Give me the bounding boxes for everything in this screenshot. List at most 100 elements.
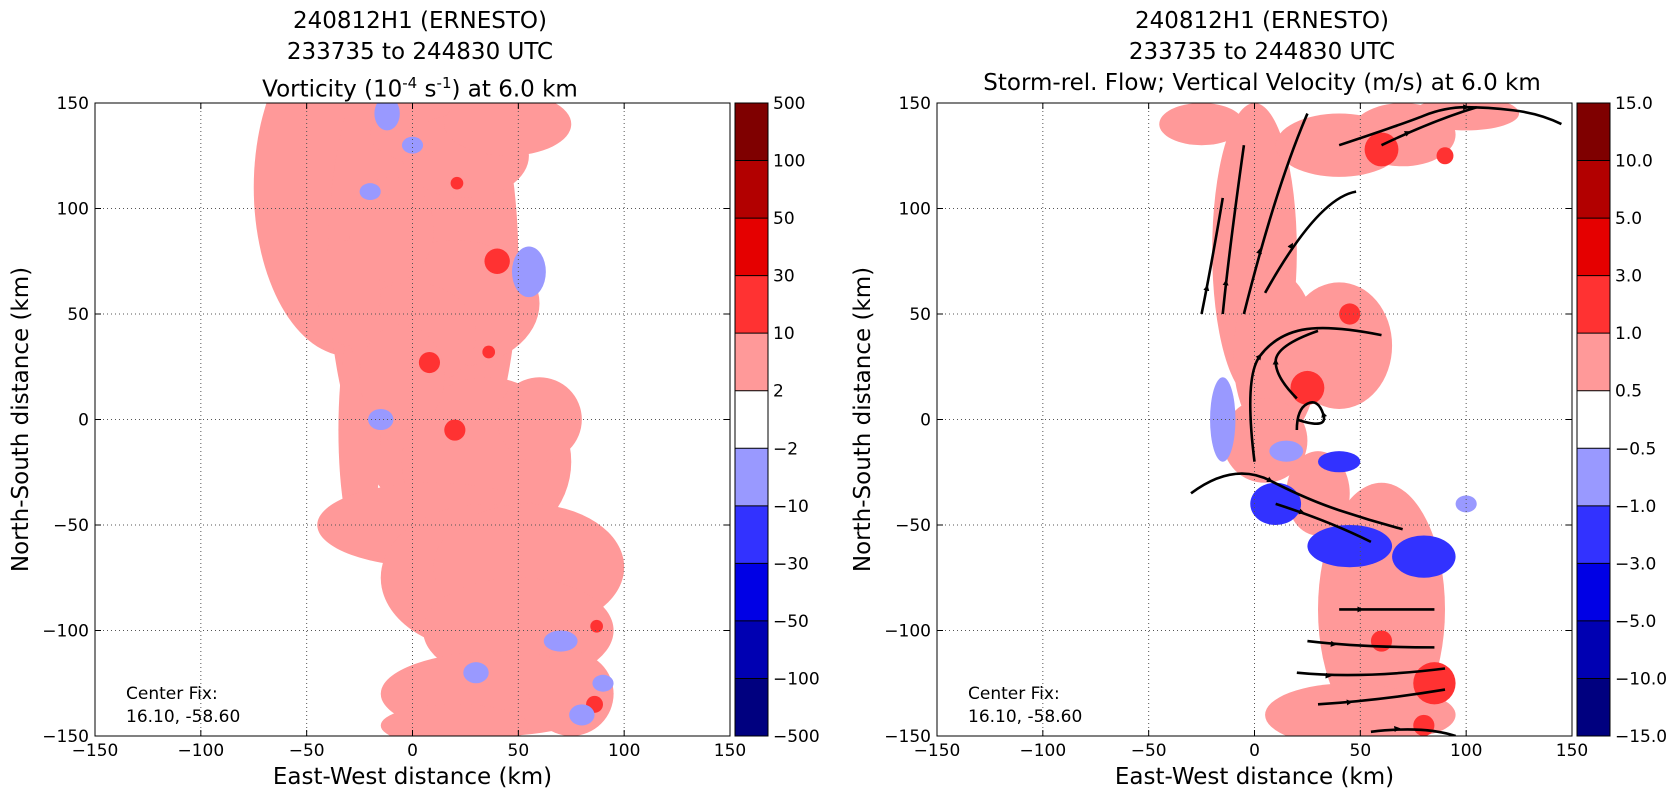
y-tick-label: −100 [884,622,931,642]
colorbar-segment [735,218,768,276]
streamline [1380,105,1478,147]
title-line-1: 240812H1 (ERNESTO) [293,8,547,34]
strong-positive-contour-patch [1290,370,1325,405]
colorbar-segment [1577,620,1610,679]
strong-positive-contour-patch [1370,630,1393,652]
y-tick-label: 0 [78,411,89,431]
panel-title: 240812H1 (ERNESTO) 233735 to 244830 UTC … [100,6,740,106]
positive-contour-patch [1159,103,1244,146]
strong-positive-contour-patch [450,176,464,190]
colorbar-tick-label: −0.5 [1615,439,1656,459]
x-tick-label: 150 [1556,741,1588,761]
x-tick-label: 150 [714,741,746,761]
x-tick-label: −100 [1019,741,1066,761]
vorticity-panel: 240812H1 (ERNESTO) 233735 to 244830 UTC … [8,6,820,790]
vertical-velocity-panel: 240812H1 (ERNESTO) 233735 to 244830 UTC … [842,0,1677,797]
colorbar-tick-label: −500 [773,727,820,747]
streamline [1296,667,1446,677]
x-tick-label: −100 [177,741,224,761]
streamline [1295,401,1326,431]
colorbar-tick-label: 1.0 [1615,324,1642,344]
x-tick-label: 0 [407,741,418,761]
title-line-2: 233735 to 244830 UTC [286,39,554,65]
y-axis-label: North-South distance (km) [850,267,876,572]
x-tick-label: −50 [1131,741,1167,761]
colorbar-tick-label: −1.0 [1615,497,1656,517]
colorbar-segment [1577,448,1610,506]
x-tick-label: 100 [1450,741,1482,761]
negative-contour-patch [569,704,595,726]
colorbar-tick-label: −30 [773,554,809,574]
y-tick-label: −150 [42,727,89,747]
negative-contour-patch [543,630,578,652]
negative-contour-patch [1307,525,1393,568]
strong-positive-contour-patch [1413,662,1456,705]
positive-contour-patch [359,324,445,431]
colorbar-tick-label: 3.0 [1615,267,1642,287]
colorbar-tick-label: 30 [773,267,795,287]
negative-contour-patch [359,183,381,201]
negative-contour-patch [1210,377,1236,462]
colorbar-tick-label: −10 [773,497,809,517]
streamline [1317,688,1446,706]
colorbar-tick-label: 500 [773,94,805,114]
negative-contour-patch [401,136,424,154]
panel-title: 240812H1 (ERNESTO) 233735 to 244830 UTC … [942,6,1582,99]
colorbar-tick-label: −10.0 [1615,669,1667,689]
colorbar-tick-label: 100 [773,152,805,172]
y-tick-label: −100 [42,622,89,642]
title-line-3: Storm-rel. Flow; Vertical Velocity (m/s)… [983,70,1541,96]
colorbar-tick-label: −2 [773,439,798,459]
y-tick-label: 50 [909,305,931,325]
y-tick-label: 100 [57,200,89,220]
negative-contour-patch [592,674,614,692]
center-fix-value: 16.10, -58.60 [968,707,1082,727]
y-axis-label: North-South distance (km) [8,267,34,572]
colorbar-segment [735,160,768,219]
streamline [1370,728,1456,736]
contour-field [253,103,625,736]
strong-positive-contour-patch [590,619,604,633]
negative-contour-patch [1269,440,1304,462]
colorbar-tick-label: 0.5 [1615,382,1642,402]
x-axis-label: East-West distance (km) [273,764,552,790]
colorbar-tick-label: 10.0 [1615,152,1653,172]
x-tick-label: 0 [1249,741,1260,761]
negative-contour-patch [1250,482,1302,525]
x-tick-label: −150 [72,741,119,761]
colorbar-segment [1577,505,1610,564]
colorbar-tick-label: −3.0 [1615,554,1656,574]
negative-contour-patch [368,408,394,431]
colorbar-tick-label: −15.0 [1615,727,1667,747]
colorbar-segment [735,390,768,449]
streamline [1249,326,1382,462]
title-line-3: Vorticity (10-4 s-1) at 6.0 km [262,74,578,103]
x-tick-label: 50 [508,741,530,761]
positive-contour-patch [528,651,614,736]
colorbar-segment [1577,333,1610,391]
colorbar-tick-label: 15.0 [1615,94,1653,114]
y-tick-label: 150 [899,94,931,114]
center-fix-label: Center Fix: [968,684,1060,704]
streamline [1200,197,1225,315]
strong-positive-contour-patch [1364,132,1399,167]
colorbar-segment [735,678,768,736]
colorbar-segment [1577,160,1610,219]
y-tick-label: 0 [920,411,931,431]
strong-positive-contour-patch [418,351,441,374]
streamline [1275,502,1372,544]
colorbar-segment [1577,103,1610,161]
vertical-velocity-plot: −150 −100 −50 0 50 100 150 −150 −100 −50 0 50 100 150… [850,94,1667,790]
negative-contour-patch [1392,535,1456,578]
negative-contour-patch [511,246,546,298]
colorbar-tick-label: −100 [773,669,820,689]
colorbar-segment [735,448,768,506]
strong-positive-contour-patch [444,419,466,441]
streamline [1307,639,1435,649]
negative-contour-patch [374,103,400,131]
vorticity-plot: −150 −100 −50 0 50 100 150−150−100−50050100150… [8,94,820,790]
streamline [1190,472,1404,531]
positive-contour-patch [317,240,381,346]
strong-positive-contour-patch [1436,147,1454,165]
strong-positive-contour-patch [482,345,496,359]
